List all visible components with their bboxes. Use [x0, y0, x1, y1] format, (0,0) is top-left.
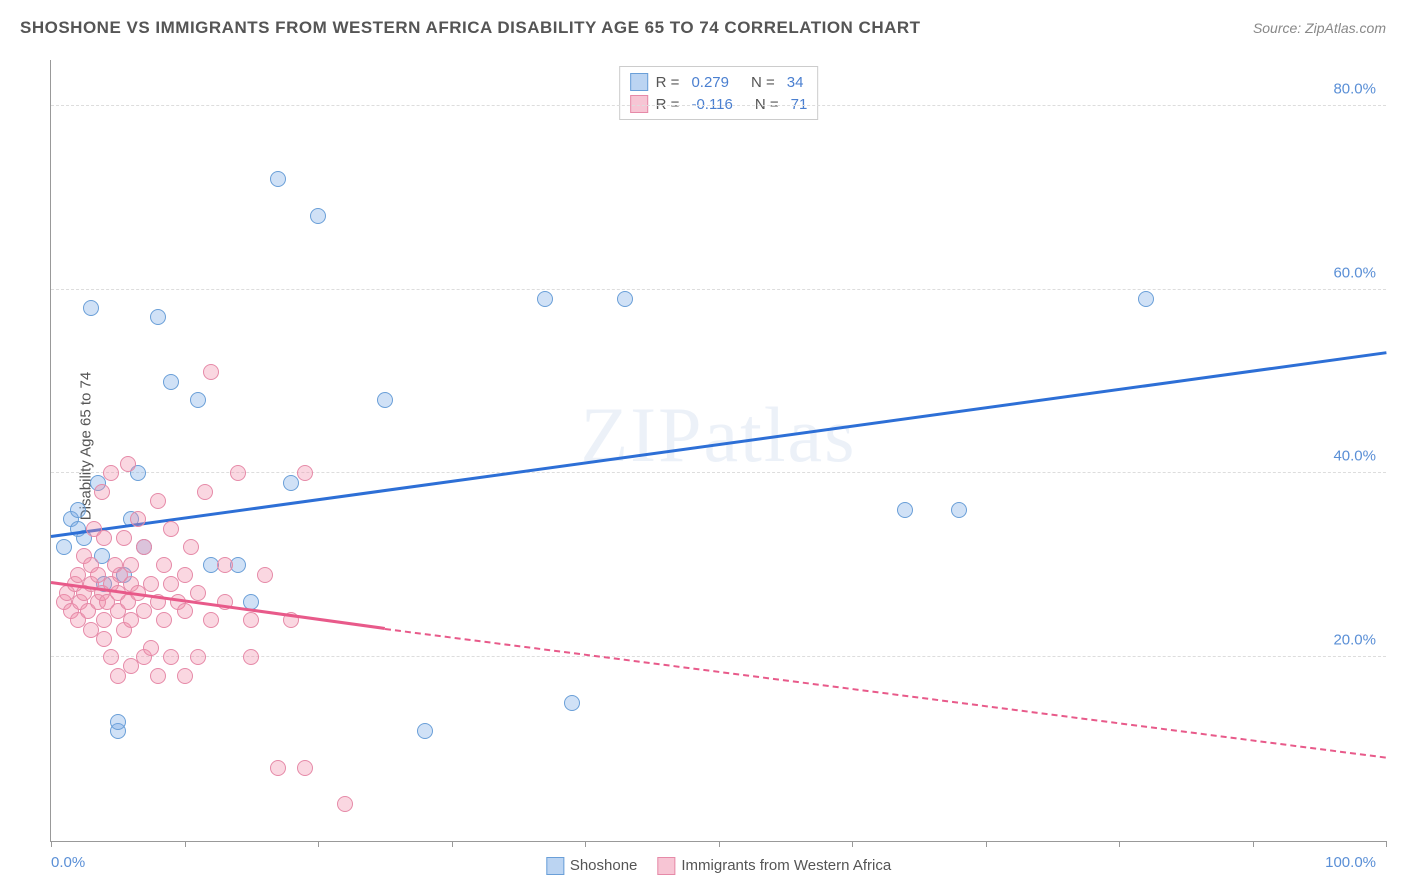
x-tick — [585, 841, 586, 847]
data-point — [163, 521, 179, 537]
data-point — [83, 300, 99, 316]
data-point — [150, 493, 166, 509]
trend-line — [51, 351, 1386, 538]
x-axis-max-label: 100.0% — [1325, 854, 1376, 871]
legend-label: Immigrants from Western Africa — [681, 857, 891, 874]
data-point — [417, 723, 433, 739]
chart-source: Source: ZipAtlas.com — [1253, 20, 1386, 36]
data-point — [177, 603, 193, 619]
data-point — [116, 530, 132, 546]
legend-label: Shoshone — [570, 857, 638, 874]
legend-item: Immigrants from Western Africa — [657, 857, 891, 875]
x-tick — [1386, 841, 1387, 847]
data-point — [130, 511, 146, 527]
data-point — [537, 291, 553, 307]
data-point — [156, 557, 172, 573]
data-point — [56, 539, 72, 555]
data-point — [217, 557, 233, 573]
chart-title: SHOSHONE VS IMMIGRANTS FROM WESTERN AFRI… — [20, 18, 921, 38]
data-point — [96, 631, 112, 647]
data-point — [177, 567, 193, 583]
data-point — [156, 612, 172, 628]
data-point — [270, 760, 286, 776]
x-tick — [986, 841, 987, 847]
legend-r-label: R = — [656, 74, 680, 91]
data-point — [297, 465, 313, 481]
x-axis-min-label: 0.0% — [51, 854, 85, 871]
data-point — [110, 714, 126, 730]
data-point — [951, 502, 967, 518]
data-point — [190, 585, 206, 601]
y-tick-label: 80.0% — [1333, 80, 1376, 97]
legend-swatch — [657, 857, 675, 875]
gridline — [51, 289, 1386, 290]
series-legend: Shoshone Immigrants from Western Africa — [546, 857, 891, 875]
data-point — [257, 567, 273, 583]
data-point — [564, 695, 580, 711]
data-point — [94, 484, 110, 500]
data-point — [270, 171, 286, 187]
legend-swatch — [546, 857, 564, 875]
data-point — [190, 392, 206, 408]
y-tick-label: 20.0% — [1333, 632, 1376, 649]
chart-header: SHOSHONE VS IMMIGRANTS FROM WESTERN AFRI… — [20, 18, 1386, 38]
legend-n-label: N = — [751, 74, 775, 91]
data-point — [123, 557, 139, 573]
gridline — [51, 105, 1386, 106]
y-tick-label: 40.0% — [1333, 448, 1376, 465]
data-point — [103, 465, 119, 481]
data-point — [297, 760, 313, 776]
data-point — [150, 309, 166, 325]
correlation-legend: R =0.279N =34R =-0.116N =71 — [619, 66, 819, 120]
x-tick — [852, 841, 853, 847]
legend-r-value: 0.279 — [691, 74, 729, 91]
data-point — [337, 796, 353, 812]
data-point — [190, 649, 206, 665]
scatter-chart: ZIPatlas R =0.279N =34R =-0.116N =71 0.0… — [50, 60, 1386, 842]
data-point — [310, 208, 326, 224]
y-tick-label: 60.0% — [1333, 264, 1376, 281]
gridline — [51, 472, 1386, 473]
data-point — [143, 576, 159, 592]
data-point — [120, 456, 136, 472]
x-tick — [1119, 841, 1120, 847]
x-tick — [719, 841, 720, 847]
x-tick — [452, 841, 453, 847]
legend-swatch — [630, 73, 648, 91]
x-tick — [318, 841, 319, 847]
data-point — [197, 484, 213, 500]
data-point — [183, 539, 199, 555]
data-point — [96, 530, 112, 546]
x-tick — [1253, 841, 1254, 847]
data-point — [230, 465, 246, 481]
data-point — [617, 291, 633, 307]
legend-item: Shoshone — [546, 857, 638, 875]
data-point — [163, 649, 179, 665]
data-point — [150, 668, 166, 684]
data-point — [103, 649, 119, 665]
data-point — [1138, 291, 1154, 307]
data-point — [177, 668, 193, 684]
data-point — [377, 392, 393, 408]
data-point — [143, 640, 159, 656]
trend-line — [385, 628, 1386, 759]
x-tick — [51, 841, 52, 847]
data-point — [243, 612, 259, 628]
data-point — [70, 502, 86, 518]
legend-row: R = 0.279 N = 34 — [630, 71, 808, 93]
data-point — [136, 539, 152, 555]
legend-n-value: 34 — [787, 74, 804, 91]
x-tick — [185, 841, 186, 847]
data-point — [243, 649, 259, 665]
data-point — [897, 502, 913, 518]
data-point — [203, 364, 219, 380]
data-point — [163, 374, 179, 390]
watermark: ZIPatlas — [581, 390, 857, 480]
data-point — [203, 612, 219, 628]
